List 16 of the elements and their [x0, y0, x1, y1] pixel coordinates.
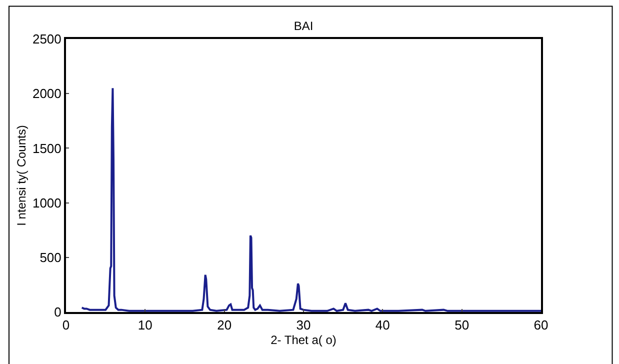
line-series [80, 87, 541, 312]
y-axis-title: I ntensi ty( Counts) [14, 125, 28, 226]
y-tick-label: 2500 [32, 32, 62, 47]
x-axis-title: 2- Thet a( o) [270, 333, 336, 347]
y-tick-label: 2000 [32, 86, 62, 102]
y-tick-label: 1000 [32, 195, 62, 210]
y-tick-label: 500 [40, 250, 62, 265]
y-tick-label: 1500 [32, 140, 62, 156]
x-tick-label: 60 [534, 318, 548, 333]
x-tick-label: 50 [454, 318, 470, 333]
x-tick-label: 40 [375, 318, 390, 333]
chart-title: BAI [294, 19, 314, 34]
x-tick-label: 20 [217, 318, 232, 333]
x-tick-label: 10 [138, 318, 152, 333]
y-tick-label: 0 [54, 304, 62, 320]
x-tick-label: 30 [296, 318, 311, 333]
